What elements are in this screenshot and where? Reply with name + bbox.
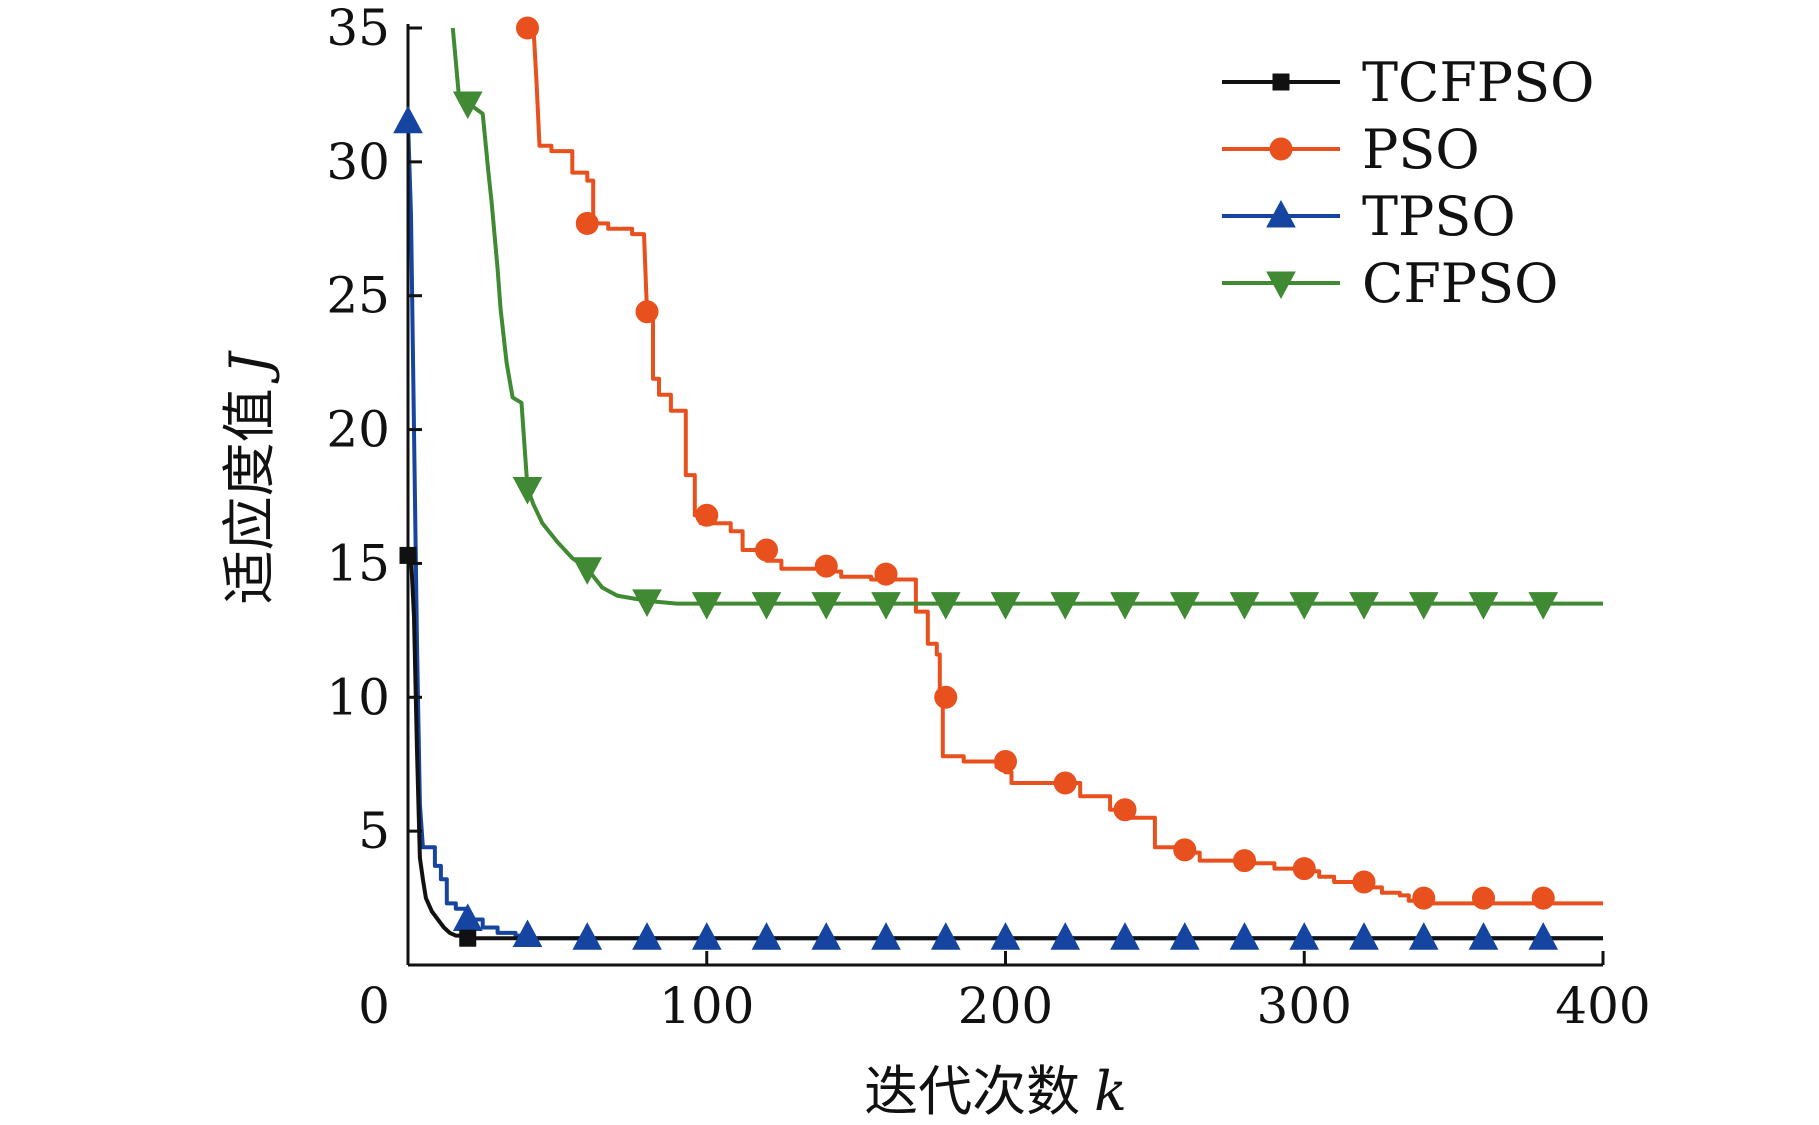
y-tick-label: 30 bbox=[326, 133, 390, 191]
legend-label: TCFPSO bbox=[1362, 51, 1594, 114]
x-tick-label: 0 bbox=[358, 977, 390, 1035]
markers-pso bbox=[516, 16, 1555, 910]
data-point-cfpso bbox=[930, 592, 961, 620]
x-tick-label: 200 bbox=[958, 977, 1053, 1035]
data-point-pso bbox=[1292, 857, 1316, 881]
y-tick-label: 35 bbox=[326, 0, 390, 57]
data-point-tpso bbox=[751, 922, 782, 950]
y-axis-title: 适应度值 J bbox=[218, 349, 281, 604]
legend-label: TPSO bbox=[1362, 185, 1516, 248]
data-point-tpso bbox=[1169, 922, 1200, 950]
data-point-pso bbox=[755, 538, 778, 562]
legend-label: CFPSO bbox=[1362, 252, 1558, 315]
data-point-cfpso bbox=[1050, 592, 1081, 620]
x-axis-title-var: k bbox=[1094, 1060, 1127, 1123]
x-axis-title-text: 迭代次数 bbox=[864, 1060, 1080, 1123]
data-point-cfpso bbox=[691, 592, 722, 620]
data-point-tpso bbox=[811, 922, 842, 950]
data-point-tpso bbox=[1528, 922, 1559, 950]
data-point-tpso bbox=[1110, 922, 1140, 950]
data-point-cfpso bbox=[1468, 592, 1499, 620]
x-tick-label: 300 bbox=[1257, 977, 1352, 1035]
y-axis-title-text: 适应度值 bbox=[218, 388, 281, 604]
markers-tcfpso bbox=[399, 546, 477, 947]
y-tick-label: 15 bbox=[326, 534, 390, 592]
data-point-pso bbox=[516, 16, 539, 40]
data-point-tpso bbox=[1050, 922, 1081, 950]
legend-item-cfpso: CFPSO bbox=[1222, 252, 1558, 315]
data-point-cfpso bbox=[512, 476, 543, 505]
data-point-tpso bbox=[393, 105, 423, 134]
data-point-cfpso bbox=[452, 91, 483, 120]
data-point-tpso bbox=[1229, 922, 1260, 950]
data-point-pso bbox=[934, 685, 958, 709]
data-point-pso bbox=[1352, 870, 1376, 894]
data-point-pso bbox=[1053, 771, 1077, 795]
legend-item-pso: PSO bbox=[1222, 118, 1480, 181]
data-point-pso bbox=[635, 300, 659, 324]
legend-marker bbox=[1269, 137, 1293, 161]
legend-item-tcfpso: TCFPSO bbox=[1222, 51, 1594, 114]
data-point-pso bbox=[1173, 838, 1197, 862]
markers-cfpso bbox=[452, 91, 1559, 620]
y-tick-label: 5 bbox=[358, 802, 390, 860]
data-point-cfpso bbox=[1110, 592, 1140, 620]
data-point-cfpso bbox=[751, 592, 782, 620]
data-point-pso bbox=[1233, 849, 1256, 873]
data-point-cfpso bbox=[572, 557, 603, 585]
data-point-cfpso bbox=[632, 589, 662, 617]
data-point-pso bbox=[994, 750, 1017, 774]
data-point-pso bbox=[1412, 886, 1436, 910]
legend-item-tpso: TPSO bbox=[1222, 185, 1516, 248]
data-point-pso bbox=[1472, 886, 1495, 910]
series-cfpso bbox=[450, 27, 1603, 606]
y-tick-label: 20 bbox=[326, 401, 390, 459]
data-point-cfpso bbox=[990, 592, 1021, 620]
x-tick-label: 400 bbox=[1555, 977, 1650, 1035]
data-point-cfpso bbox=[1169, 592, 1200, 620]
legend-label: PSO bbox=[1362, 118, 1480, 181]
data-point-tpso bbox=[1408, 922, 1439, 950]
data-point-cfpso bbox=[1229, 592, 1260, 620]
legend-marker bbox=[1266, 199, 1296, 228]
x-tick-label: 100 bbox=[659, 977, 754, 1035]
data-point-tpso bbox=[572, 922, 603, 950]
y-tick-label: 25 bbox=[326, 267, 390, 325]
data-point-pso bbox=[1531, 886, 1555, 910]
data-point-tpso bbox=[1349, 922, 1379, 950]
data-point-pso bbox=[1113, 798, 1137, 822]
data-point-pso bbox=[874, 562, 898, 586]
ticks: 0 100 200 300 400 5 10 15 20 25 30 35 bbox=[326, 0, 1650, 1035]
legend-marker bbox=[1272, 73, 1290, 91]
data-point-tpso bbox=[930, 922, 961, 950]
data-point-tpso bbox=[691, 922, 722, 950]
data-point-cfpso bbox=[1408, 592, 1439, 620]
data-point-pso bbox=[814, 554, 838, 578]
data-point-pso bbox=[695, 503, 719, 527]
data-point-cfpso bbox=[811, 592, 842, 620]
y-tick-label: 10 bbox=[326, 668, 390, 726]
data-point-tcfpso bbox=[459, 929, 477, 947]
data-point-tpso bbox=[1468, 922, 1499, 950]
data-point-tcfpso bbox=[399, 546, 417, 564]
series-line-cfpso bbox=[450, 27, 1603, 606]
x-axis-title: 迭代次数 k bbox=[864, 1060, 1127, 1123]
data-point-cfpso bbox=[1528, 592, 1559, 620]
data-point-pso bbox=[575, 211, 599, 235]
data-point-cfpso bbox=[1289, 592, 1320, 620]
legend-marker bbox=[1266, 271, 1296, 300]
data-point-cfpso bbox=[1349, 592, 1379, 620]
markers-layer bbox=[393, 16, 1559, 950]
data-point-cfpso bbox=[871, 592, 901, 620]
y-axis-title-var: J bbox=[218, 349, 281, 384]
data-point-tpso bbox=[512, 919, 543, 948]
data-point-tpso bbox=[990, 922, 1021, 950]
markers-tpso bbox=[393, 105, 1559, 950]
data-point-tpso bbox=[632, 922, 662, 950]
data-point-tpso bbox=[871, 922, 901, 950]
data-point-tpso bbox=[1289, 922, 1320, 950]
